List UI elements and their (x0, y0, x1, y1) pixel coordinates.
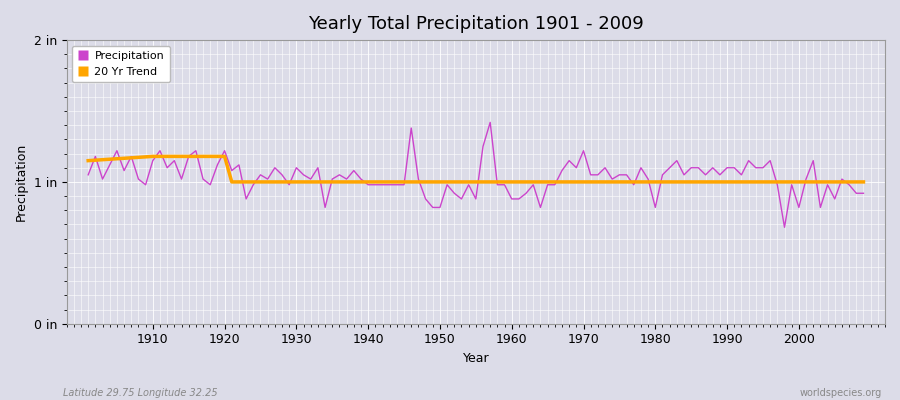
Text: Latitude 29.75 Longitude 32.25: Latitude 29.75 Longitude 32.25 (63, 388, 218, 398)
X-axis label: Year: Year (463, 352, 489, 365)
Legend: Precipitation, 20 Yr Trend: Precipitation, 20 Yr Trend (72, 46, 170, 82)
Title: Yearly Total Precipitation 1901 - 2009: Yearly Total Precipitation 1901 - 2009 (308, 15, 644, 33)
Y-axis label: Precipitation: Precipitation (15, 143, 28, 221)
Text: worldspecies.org: worldspecies.org (800, 388, 882, 398)
